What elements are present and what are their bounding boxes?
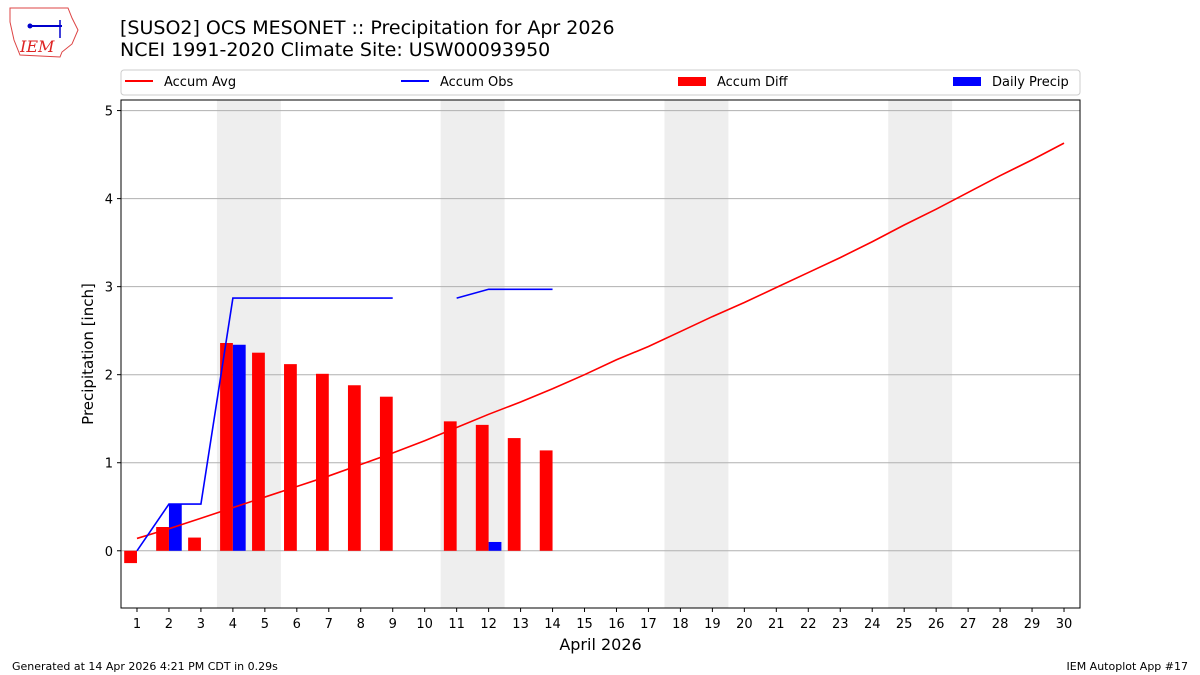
x-tick-label: 15 bbox=[576, 617, 593, 632]
x-tick-label: 27 bbox=[960, 617, 977, 632]
y-tick-label: 5 bbox=[105, 105, 113, 120]
x-tick-label: 9 bbox=[389, 617, 397, 632]
x-tick-label: 3 bbox=[197, 617, 205, 632]
accum-diff-bar bbox=[124, 550, 137, 564]
accum-avg-line bbox=[136, 142, 1065, 540]
accum-obs-line bbox=[136, 297, 393, 552]
legend bbox=[120, 69, 1081, 96]
x-tick-label: 10 bbox=[416, 617, 433, 632]
footer-generated: Generated at 14 Apr 2026 4:21 PM CDT in … bbox=[12, 660, 278, 673]
daily-precip-bar bbox=[488, 541, 502, 551]
weekend-shade bbox=[664, 100, 729, 608]
x-tick-label: 4 bbox=[229, 617, 237, 632]
x-tick-label: 13 bbox=[512, 617, 529, 632]
x-tick-label: 24 bbox=[864, 617, 881, 632]
x-tick-label: 14 bbox=[544, 617, 561, 632]
x-tick-label: 5 bbox=[261, 617, 269, 632]
chart-title: [SUSO2] OCS MESONET :: Precipitation for… bbox=[120, 17, 615, 39]
weekend-shade bbox=[888, 100, 953, 608]
accum-diff-bar bbox=[252, 352, 265, 551]
x-tick-label: 19 bbox=[704, 617, 721, 632]
accum-diff-bar bbox=[156, 527, 169, 551]
x-tick-label: 16 bbox=[608, 617, 625, 632]
accum-diff-bar bbox=[475, 424, 489, 551]
x-tick-label: 6 bbox=[293, 617, 301, 632]
accum-diff-bar bbox=[188, 537, 201, 551]
accum-diff-bar bbox=[347, 385, 361, 551]
x-tick-label: 25 bbox=[896, 617, 913, 632]
svg-text:IEM: IEM bbox=[19, 37, 55, 56]
x-tick-label: 20 bbox=[736, 617, 753, 632]
iem-logo: IEM bbox=[9, 7, 79, 58]
daily-precip-bar bbox=[232, 344, 246, 551]
chart-subtitle: NCEI 1991-2020 Climate Site: USW00093950 bbox=[120, 39, 551, 61]
plot-frame bbox=[120, 99, 1081, 609]
accum-diff-bar bbox=[284, 364, 297, 551]
x-tick-label: 12 bbox=[480, 617, 497, 632]
y-tick-label: 3 bbox=[105, 281, 113, 296]
x-tick-label: 17 bbox=[640, 617, 657, 632]
x-axis-label: April 2026 bbox=[559, 635, 641, 654]
legend-label: Accum Avg bbox=[164, 75, 236, 90]
accum-diff-bar bbox=[507, 438, 521, 551]
accum-obs-line bbox=[456, 288, 553, 299]
x-tick-label: 1 bbox=[133, 617, 141, 632]
x-tick-label: 29 bbox=[1024, 617, 1041, 632]
accum-diff-bar bbox=[539, 450, 553, 551]
y-tick-label: 4 bbox=[105, 193, 113, 208]
legend-swatch bbox=[953, 77, 981, 86]
x-tick-label: 28 bbox=[992, 617, 1009, 632]
accum-diff-bar bbox=[443, 421, 457, 551]
x-tick-label: 21 bbox=[768, 617, 785, 632]
y-tick-label: 2 bbox=[105, 369, 113, 384]
x-tick-label: 23 bbox=[832, 617, 849, 632]
x-tick-label: 11 bbox=[448, 617, 465, 632]
footer-app: IEM Autoplot App #17 bbox=[1066, 660, 1189, 673]
x-tick-label: 26 bbox=[928, 617, 945, 632]
legend-label: Accum Diff bbox=[717, 75, 789, 90]
legend-label: Daily Precip bbox=[992, 75, 1069, 90]
legend-swatch bbox=[678, 77, 706, 86]
legend-label: Accum Obs bbox=[440, 75, 513, 90]
x-tick-label: 7 bbox=[325, 617, 333, 632]
x-tick-label: 2 bbox=[165, 617, 173, 632]
accum-diff-bar bbox=[379, 396, 393, 551]
x-tick-label: 8 bbox=[357, 617, 365, 632]
y-tick-label: 0 bbox=[105, 545, 113, 560]
y-tick-label: 1 bbox=[105, 457, 113, 472]
x-tick-label: 30 bbox=[1056, 617, 1073, 632]
x-tick-label: 18 bbox=[672, 617, 689, 632]
x-tick-label: 22 bbox=[800, 617, 817, 632]
accum-diff-bar bbox=[220, 342, 233, 551]
y-axis-label: Precipitation [inch] bbox=[79, 283, 97, 425]
accum-diff-bar bbox=[315, 373, 329, 551]
